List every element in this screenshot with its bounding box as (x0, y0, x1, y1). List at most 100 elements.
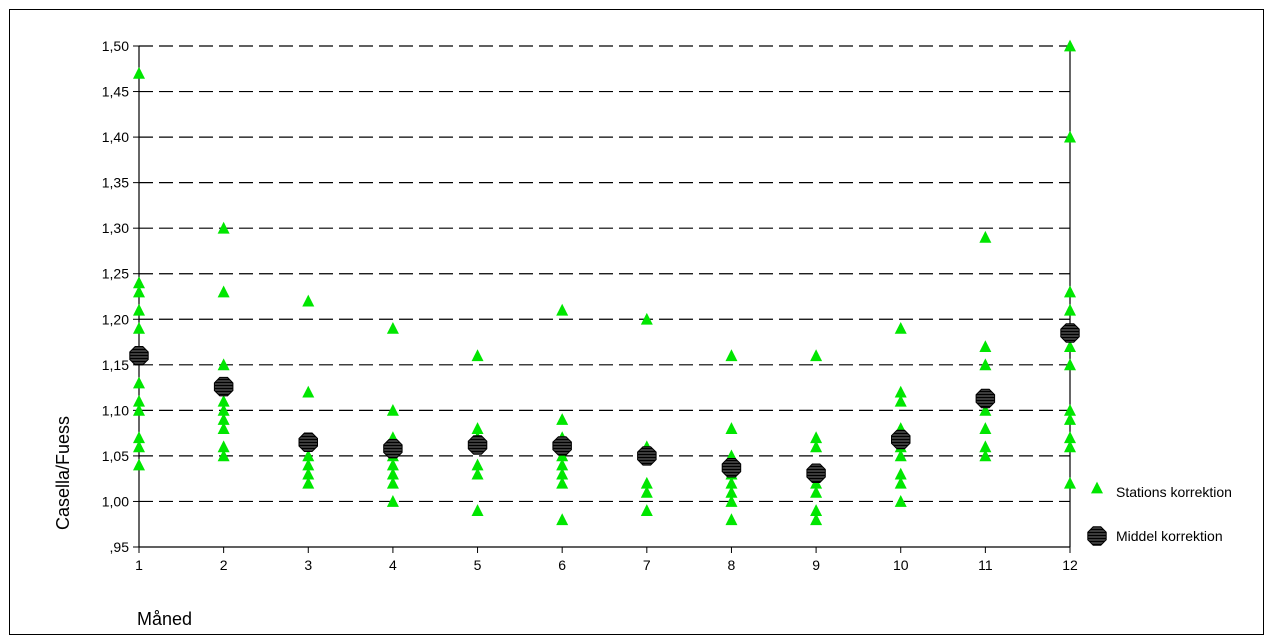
station-point (217, 221, 230, 234)
station-point (894, 385, 907, 398)
y-tick-label: 1,20 (102, 311, 129, 327)
y-tick-label: 1,10 (102, 402, 129, 418)
y-tick-label: ,95 (110, 539, 130, 555)
x-tick-label: 12 (1062, 557, 1078, 573)
y-tick-label: 1,50 (102, 38, 129, 54)
station-point (640, 504, 653, 516)
station-point (133, 276, 145, 289)
station-point (1064, 403, 1076, 416)
station-point (1064, 413, 1076, 425)
y-tick-label: 1,25 (102, 266, 129, 282)
station-point (217, 358, 230, 371)
x-axis-label: Måned (137, 609, 192, 629)
station-point (471, 467, 484, 480)
legend-label-stations: Stations korrektion (1116, 484, 1232, 500)
mean-point (383, 438, 403, 459)
station-point (979, 440, 992, 453)
y-tick-label: 1,45 (102, 84, 129, 100)
station-point (302, 294, 315, 307)
station-point (1064, 440, 1076, 453)
station-point (302, 467, 315, 480)
x-tick-label: 5 (474, 557, 482, 573)
mean-point (891, 429, 911, 450)
station-point (556, 467, 569, 480)
station-point (894, 449, 907, 462)
station-point (1064, 340, 1076, 352)
mean-point (975, 388, 996, 409)
station-point (133, 303, 145, 316)
station-point (725, 349, 738, 362)
station-point (133, 66, 145, 79)
station-point (979, 230, 992, 243)
station-point (810, 504, 823, 516)
station-point (386, 467, 399, 480)
station-point (725, 513, 738, 526)
y-tick-label: 1,30 (102, 220, 129, 236)
station-point (725, 485, 738, 498)
x-tick-label: 9 (812, 557, 820, 573)
y-tick-label: 1,05 (102, 448, 129, 464)
station-point (217, 422, 230, 434)
chart-frame (9, 9, 1264, 635)
station-point (556, 513, 569, 526)
station-point (640, 312, 653, 325)
station-point (979, 340, 992, 352)
station-point (133, 285, 145, 298)
legend-marker-stations (1091, 481, 1103, 494)
station-point (640, 476, 653, 489)
station-point (810, 485, 823, 498)
x-tick-label: 7 (643, 557, 651, 573)
mean-point (552, 436, 572, 456)
station-point (640, 485, 653, 498)
station-point (471, 349, 484, 362)
y-tick-label: 1,00 (102, 493, 129, 509)
y-tick-label: 1,35 (102, 175, 129, 191)
axes (133, 45, 1071, 553)
x-tick-label: 4 (389, 557, 397, 573)
mean-point (298, 432, 318, 452)
station-point (979, 403, 992, 416)
station-point (894, 476, 907, 489)
x-tick-label: 3 (304, 557, 312, 573)
station-point (302, 449, 315, 462)
station-point (894, 321, 907, 334)
station-point (725, 495, 738, 507)
station-point (133, 431, 145, 444)
station-point (1064, 130, 1076, 143)
station-point (556, 476, 569, 489)
station-point (217, 440, 230, 453)
station-point (810, 431, 823, 444)
station-point (133, 440, 145, 453)
station-point (894, 495, 907, 507)
station-point (133, 321, 145, 334)
y-tick-labels: ,95 1,00 1,05 1,10 1,15 1,20 1,25 1,30 1,35 1,40 1… (102, 38, 129, 555)
station-point (133, 394, 145, 407)
x-tick-label: 2 (220, 557, 228, 573)
x-tick-label: 10 (893, 557, 909, 573)
station-point (725, 422, 738, 434)
x-tick-label: 6 (558, 557, 566, 573)
station-point (471, 458, 484, 471)
station-point (217, 449, 230, 462)
x-tick-label: 11 (978, 557, 993, 573)
station-point (302, 476, 315, 489)
station-point (133, 458, 145, 471)
station-point (133, 403, 145, 416)
data-points (129, 39, 1080, 526)
gridlines (139, 45, 1070, 503)
legend-marker-mean (1087, 526, 1107, 546)
station-point (1064, 39, 1076, 52)
mean-point (721, 458, 742, 478)
legend: Stations korrektion Middel korrektion (1087, 481, 1232, 546)
station-point (556, 458, 569, 471)
station-point (217, 403, 230, 416)
mean-point (129, 346, 149, 366)
station-point (556, 303, 569, 316)
mean-point (1060, 323, 1080, 343)
station-point (386, 321, 399, 334)
x-tick-label: 1 (135, 557, 143, 573)
station-point (979, 422, 992, 434)
station-point (810, 513, 823, 526)
y-tick-label: 1,40 (102, 129, 129, 145)
